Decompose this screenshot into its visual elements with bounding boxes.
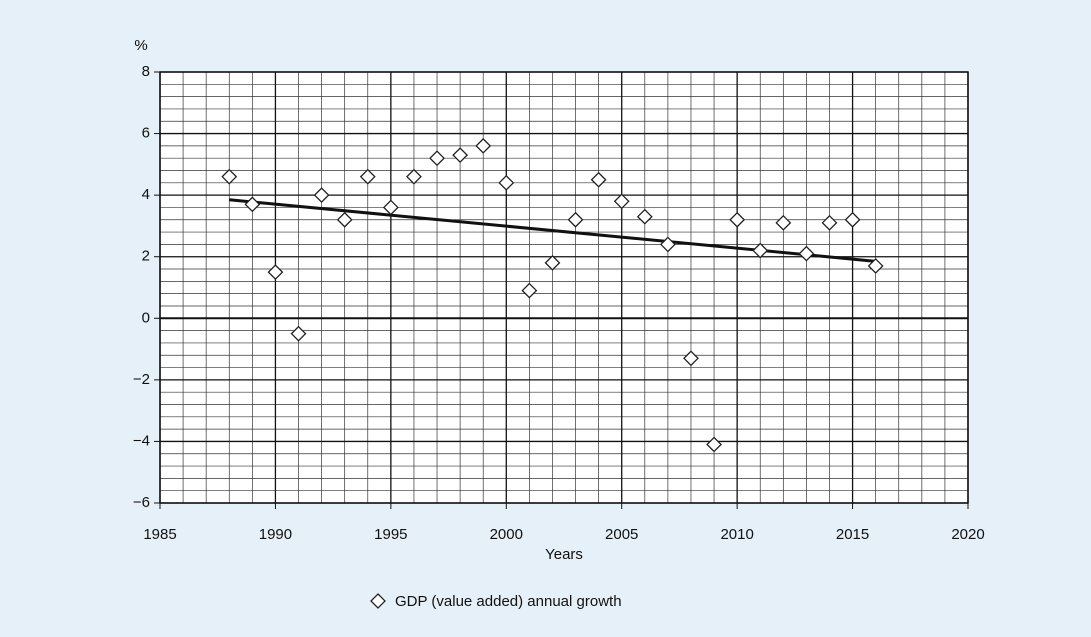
point (336, 211, 353, 228)
y-tick-label: 8 (142, 63, 150, 80)
point (382, 199, 399, 216)
point (590, 171, 607, 188)
point (267, 264, 284, 281)
point (775, 214, 792, 231)
y-tick-label: 2 (142, 248, 150, 265)
x-tick-label: 2000 (490, 526, 523, 543)
x-tick-label: 2005 (605, 526, 638, 543)
point (521, 282, 538, 299)
point (544, 254, 561, 271)
point (613, 193, 630, 210)
point (429, 150, 445, 167)
x-tick-label: 2010 (720, 526, 753, 543)
point (313, 187, 330, 204)
point (290, 325, 307, 342)
y-tick-label: −6 (133, 494, 150, 511)
x-axis-label: Years (545, 546, 583, 563)
plot-border (159, 71, 969, 504)
plot-area (160, 72, 968, 503)
legend-marker (370, 593, 386, 609)
point (636, 208, 653, 225)
point (475, 137, 492, 154)
y-tick-label: 0 (142, 309, 150, 326)
point (244, 196, 261, 213)
x-tick-label: 2015 (836, 526, 869, 543)
point (452, 147, 469, 164)
point (729, 211, 746, 228)
point (867, 258, 884, 274)
point (221, 168, 238, 185)
point (498, 174, 515, 191)
point (821, 214, 838, 231)
legend-label: GDP (value added) annual growth (395, 593, 622, 610)
point (683, 350, 699, 367)
x-tick-label: 2020 (951, 526, 984, 543)
point (752, 242, 769, 259)
y-tick-label: 6 (142, 125, 150, 142)
y-tick-label: −2 (133, 371, 150, 388)
point (567, 211, 584, 228)
y-axis-label: % (134, 37, 147, 54)
x-tick-label: 1985 (143, 526, 176, 543)
y-tick-label: −4 (133, 432, 150, 449)
trend-line (229, 198, 876, 263)
point (798, 245, 815, 262)
point (844, 211, 861, 228)
point (406, 168, 422, 185)
y-tick-label: 4 (142, 186, 150, 203)
point (359, 168, 376, 185)
x-tick-label: 1990 (259, 526, 292, 543)
point (706, 436, 722, 453)
x-tick-label: 1995 (374, 526, 407, 543)
point (659, 236, 676, 253)
